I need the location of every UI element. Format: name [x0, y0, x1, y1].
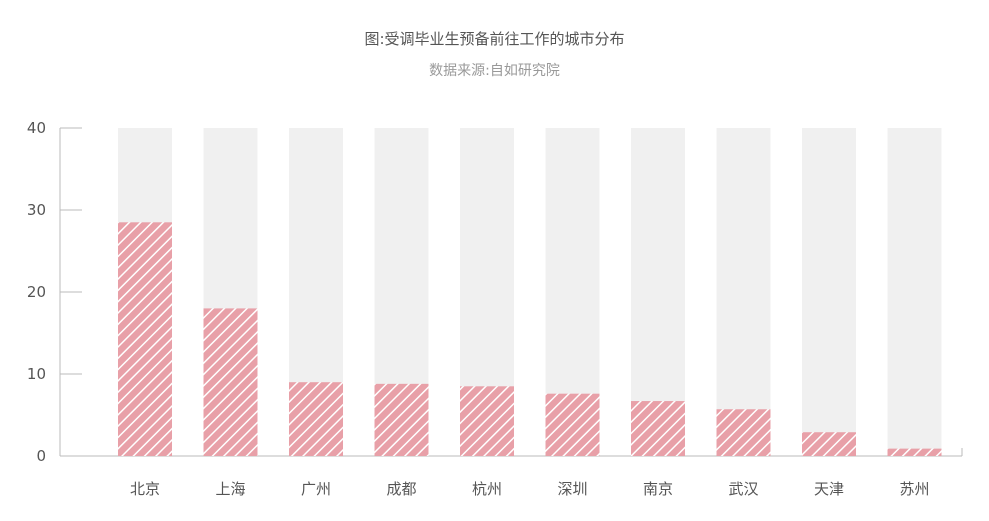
- bar-0: [118, 222, 172, 456]
- bar-track: [716, 128, 771, 456]
- x-tick-label: 南京: [643, 480, 673, 498]
- bar-4: [460, 386, 514, 456]
- bar-track: [802, 128, 856, 456]
- x-tick-label: 天津: [814, 480, 844, 498]
- y-tick-label: 10: [27, 365, 46, 383]
- bar-9: [887, 448, 942, 456]
- labels-layer: 北京 上海 广州 成都 杭州 深圳 南京 武汉 天津 苏州: [130, 480, 930, 498]
- bar-3: [374, 383, 429, 456]
- x-tick-label: 广州: [301, 480, 331, 498]
- bar-1: [203, 308, 258, 456]
- bar-6: [631, 401, 685, 456]
- y-tick-label: 20: [27, 283, 46, 301]
- chart-subtitle: 数据来源:自如研究院: [429, 63, 560, 79]
- y-tick-label: 40: [27, 119, 46, 137]
- x-tick-label: 上海: [215, 480, 245, 498]
- bar-track: [887, 128, 942, 456]
- x-tick-label: 成都: [386, 480, 416, 498]
- bar-5: [545, 393, 600, 456]
- x-tick-label: 武汉: [728, 480, 758, 498]
- x-tick-label: 北京: [130, 480, 160, 498]
- x-tick-label: 深圳: [557, 480, 587, 498]
- x-tick-label: 杭州: [472, 480, 502, 498]
- bar-7: [716, 409, 771, 456]
- chart-title: 图:受调毕业生预备前往工作的城市分布: [364, 30, 625, 48]
- y-tick-label: 30: [27, 201, 46, 219]
- y-tick-label: 0: [36, 447, 46, 465]
- x-tick-label: 苏州: [899, 480, 929, 498]
- bar-8: [802, 432, 856, 456]
- bar-2: [289, 382, 343, 456]
- bars-layer: [118, 128, 942, 456]
